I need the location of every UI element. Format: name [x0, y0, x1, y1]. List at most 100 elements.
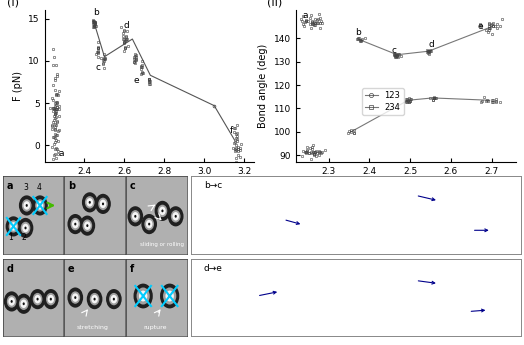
Text: sliding or rolling: sliding or rolling [139, 242, 183, 247]
Y-axis label: Bond angle (deg): Bond angle (deg) [258, 44, 268, 128]
Circle shape [84, 221, 91, 230]
Circle shape [48, 295, 54, 303]
Circle shape [39, 204, 41, 207]
Circle shape [163, 287, 176, 305]
Circle shape [111, 295, 117, 303]
Circle shape [158, 205, 167, 217]
Circle shape [132, 212, 139, 220]
Text: (I): (I) [7, 0, 19, 7]
Circle shape [50, 298, 52, 300]
Text: b: b [93, 8, 99, 17]
Circle shape [155, 201, 170, 221]
Text: f: f [230, 126, 233, 135]
Text: c: c [392, 46, 397, 55]
Circle shape [82, 192, 97, 213]
X-axis label: r/2a: r/2a [396, 181, 416, 191]
Circle shape [19, 297, 28, 310]
Text: d: d [429, 40, 434, 49]
Circle shape [142, 295, 144, 297]
Circle shape [18, 218, 34, 238]
Circle shape [100, 200, 106, 208]
Circle shape [23, 302, 25, 305]
Circle shape [145, 218, 154, 230]
Circle shape [72, 293, 79, 302]
Circle shape [93, 298, 96, 300]
Circle shape [19, 195, 35, 216]
Text: d: d [6, 264, 13, 274]
Circle shape [68, 214, 83, 234]
Circle shape [169, 295, 171, 297]
Circle shape [159, 207, 166, 215]
Text: a: a [6, 181, 13, 191]
Circle shape [24, 201, 30, 210]
Circle shape [83, 219, 92, 232]
Text: e: e [134, 76, 139, 85]
Circle shape [43, 289, 59, 309]
Circle shape [146, 220, 152, 228]
Circle shape [10, 300, 13, 303]
Circle shape [172, 212, 179, 220]
Text: 3: 3 [23, 183, 28, 192]
Circle shape [32, 195, 48, 216]
Circle shape [70, 291, 80, 304]
Circle shape [174, 215, 177, 218]
Text: f: f [130, 264, 134, 274]
Circle shape [26, 204, 28, 207]
Circle shape [22, 199, 31, 211]
Y-axis label: F (pN): F (pN) [13, 71, 23, 101]
Text: a: a [302, 11, 308, 20]
Circle shape [46, 293, 56, 305]
Circle shape [166, 290, 174, 302]
Circle shape [8, 220, 18, 233]
Circle shape [160, 284, 179, 308]
Circle shape [74, 223, 77, 226]
Text: a: a [59, 149, 64, 158]
Text: d: d [123, 21, 129, 30]
Circle shape [35, 199, 45, 211]
Circle shape [98, 198, 108, 210]
Text: 2: 2 [22, 233, 27, 241]
Circle shape [7, 295, 16, 308]
Circle shape [34, 295, 41, 303]
Circle shape [20, 299, 27, 308]
Text: b: b [355, 28, 361, 37]
Circle shape [134, 215, 136, 218]
Text: 1: 1 [8, 233, 14, 241]
Circle shape [70, 218, 80, 230]
Text: c: c [130, 181, 136, 191]
Circle shape [85, 196, 95, 208]
Text: rupture: rupture [143, 325, 167, 329]
Circle shape [130, 210, 140, 223]
Circle shape [37, 201, 43, 210]
Circle shape [87, 289, 102, 309]
Circle shape [90, 293, 100, 305]
Circle shape [102, 203, 104, 205]
Circle shape [68, 287, 83, 308]
Circle shape [21, 222, 30, 234]
Text: c: c [95, 63, 101, 72]
Circle shape [161, 209, 163, 212]
Circle shape [137, 287, 150, 305]
Circle shape [74, 296, 77, 299]
Text: b: b [68, 181, 75, 191]
Circle shape [141, 214, 157, 234]
Text: e: e [68, 264, 75, 274]
Legend: 123, 234: 123, 234 [362, 88, 403, 115]
Circle shape [86, 198, 93, 207]
Circle shape [109, 293, 118, 305]
Text: b→c: b→c [204, 181, 222, 190]
Circle shape [168, 206, 183, 226]
Circle shape [10, 222, 17, 231]
Circle shape [8, 297, 15, 306]
Circle shape [86, 224, 89, 227]
Circle shape [91, 295, 98, 303]
Circle shape [25, 227, 27, 229]
Circle shape [139, 290, 147, 302]
Circle shape [72, 220, 79, 228]
Circle shape [127, 206, 143, 226]
Circle shape [89, 201, 91, 204]
Circle shape [134, 284, 153, 308]
Circle shape [148, 223, 150, 226]
Circle shape [4, 291, 19, 312]
Circle shape [37, 298, 39, 300]
